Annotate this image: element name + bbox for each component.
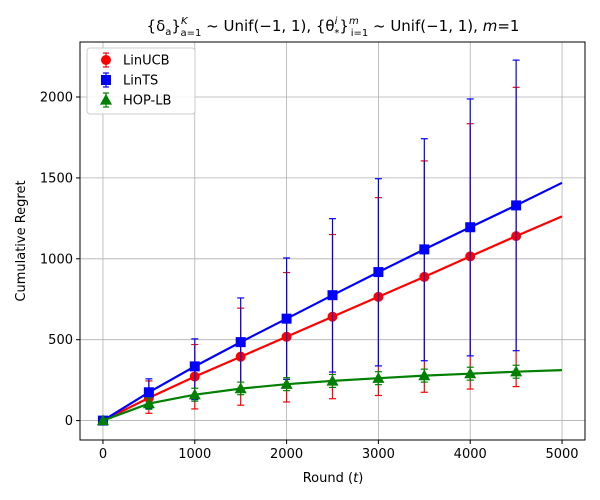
x-axis-title-pre: Round ( [303,471,353,486]
x-tick-label: 3000 [362,447,395,462]
y-axis-title: Cumulative Regret [14,180,29,301]
series-hop-lb [96,364,563,426]
data-point-triangle [510,365,523,377]
title-part: =1 [497,17,519,35]
x-tick-label: 2000 [270,447,303,462]
data-point-square [235,337,246,348]
title-sub: a=1 [181,28,202,39]
legend: LinUCB LinTS HOP-LB [86,47,196,115]
legend-item: LinUCB [101,52,170,69]
data-point-triangle [96,414,109,426]
x-tick-label: 4000 [454,447,487,462]
series-layer [96,59,563,426]
plot-frame [79,41,586,441]
title-part: } [171,17,181,35]
legend-label: LinUCB [123,54,170,69]
x-tick-label: 0 [99,447,107,462]
data-point-triangle [142,397,155,409]
title-part: {δ [147,17,166,35]
x-axis-title-var: t [353,471,359,486]
data-point-square [189,361,200,372]
data-point-square [511,200,522,211]
data-point-triangle [188,388,201,400]
y-tick-label: 1000 [40,252,73,267]
legend-box [86,47,196,115]
data-point-square [327,290,338,301]
legend-item: HOP-LB [99,92,171,109]
title-part: ~ Unif(−1, 1), [368,17,482,35]
data-point-triangle [372,371,385,383]
title-part: m [483,17,498,35]
title-part: ~ Unif(−1, 1), {θ [201,17,334,35]
y-tick-label: 0 [65,414,73,429]
legend-label: LinTS [123,74,158,89]
data-point-triangle [418,369,431,381]
title-sub: a [165,27,171,38]
x-tick-label: 5000 [545,447,578,462]
legend-label: HOP-LB [123,94,171,109]
series-lints [97,59,563,426]
data-point-square [281,313,292,324]
x-axis-title-post: ) [358,471,363,486]
title-sup: m [349,16,359,27]
chart-title: {δa}K a=1 ~ Unif(−1, 1), {θi *}m i=1 ~ Unif… [147,16,520,39]
data-point-square [373,267,384,278]
data-point-square [101,75,111,85]
data-point-triangle [280,377,293,389]
title-sup: K [181,16,189,27]
x-tick-label: 1000 [178,447,211,462]
data-point-triangle [326,374,339,386]
data-point-circle [101,55,111,65]
data-point-square [419,244,430,255]
data-point-triangle [464,367,477,379]
data-point-square [143,387,154,398]
x-axis-title: Round (t) [303,471,364,486]
title-sup: i [335,16,338,27]
data-point-triangle [99,93,113,105]
axes: 0 1000 2000 3000 4000 5000 0 500 1000 1500 2000 [40,41,586,462]
legend-item: LinTS [101,72,158,89]
title-sub: * [334,28,339,39]
title-sub: i=1 [351,28,369,39]
data-point-square [465,222,476,233]
y-tick-label: 500 [48,333,73,348]
title-part: } [339,17,349,35]
y-tick-label: 1500 [40,171,73,186]
y-tick-label: 2000 [40,91,73,106]
data-point-triangle [234,382,247,394]
